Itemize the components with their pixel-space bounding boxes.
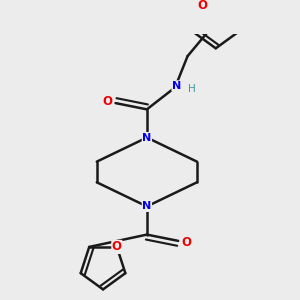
Text: N: N	[142, 201, 152, 212]
Text: O: O	[197, 0, 207, 12]
Text: O: O	[103, 95, 113, 108]
Text: H: H	[188, 84, 196, 94]
Text: N: N	[172, 81, 181, 91]
Text: N: N	[142, 133, 152, 142]
Text: O: O	[181, 236, 191, 249]
Text: O: O	[112, 240, 122, 254]
